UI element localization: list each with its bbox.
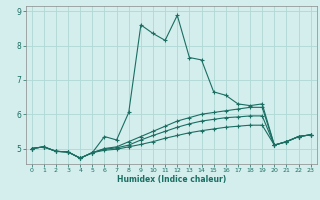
- X-axis label: Humidex (Indice chaleur): Humidex (Indice chaleur): [116, 175, 226, 184]
